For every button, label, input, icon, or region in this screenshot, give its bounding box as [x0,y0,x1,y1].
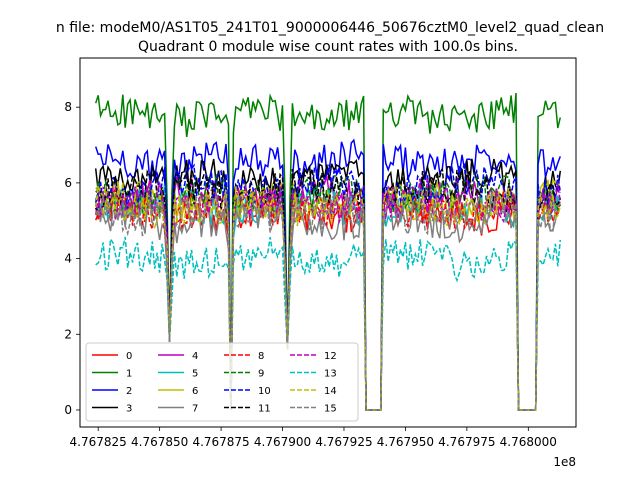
legend-box [85,342,359,422]
series-line-11 [95,168,562,411]
legend-label-3: 3 [126,404,132,415]
legend-label-9: 9 [258,369,264,380]
legend-label-15: 15 [324,404,337,415]
y-tick-label: 0 [64,403,72,417]
x-tick-label: 4.768000 [500,435,557,449]
chart-title: Quadrant 0 module wise count rates with … [138,39,518,55]
legend-label-5: 5 [192,369,198,380]
legend-label-2: 2 [126,386,132,397]
legend-label-10: 10 [258,386,271,397]
legend-label-7: 7 [192,404,198,415]
figure-suptitle: n file: modeM0/AS1T05_241T01_9000006446_… [56,20,604,36]
plot-frame [79,57,577,428]
legend-label-4: 4 [192,351,198,362]
legend-label-14: 14 [324,386,337,397]
x-tick-label: 4.767900 [254,435,311,449]
y-tick-label: 6 [64,176,72,190]
legend-label-6: 6 [192,386,198,397]
series-layer [94,92,562,411]
legend-label-12: 12 [324,351,337,362]
y-tick-label: 4 [64,252,72,266]
x-tick-label: 4.767850 [131,435,188,449]
legend-label-13: 13 [324,369,337,380]
x-tick-label: 4.767950 [377,435,434,449]
y-tick-label: 8 [64,100,72,114]
x-tick-label: 4.767925 [315,435,372,449]
x-axis-offset-label: 1e8 [553,455,576,469]
x-axis: 4.767825 4.767850 4.767875 4.767900 4.767925… [70,427,557,449]
x-tick-label: 4.767825 [70,435,127,449]
legend-label-11: 11 [258,404,271,415]
y-axis: 0 2 4 6 8 [64,100,80,417]
legend-label-1: 1 [126,369,132,380]
series-line-1 [94,92,562,411]
x-tick-label: 4.767975 [438,435,495,449]
series-line-14 [94,185,562,411]
y-tick-label: 2 [64,327,72,341]
series-line-13 [95,236,562,411]
legend-label-0: 0 [126,351,132,362]
series-line-15 [95,192,561,411]
x-tick-label: 4.767875 [192,435,249,449]
legend-label-8: 8 [258,351,264,362]
plot-area: 4.767825 4.767850 4.767875 4.767900 4.767925… [64,57,577,469]
